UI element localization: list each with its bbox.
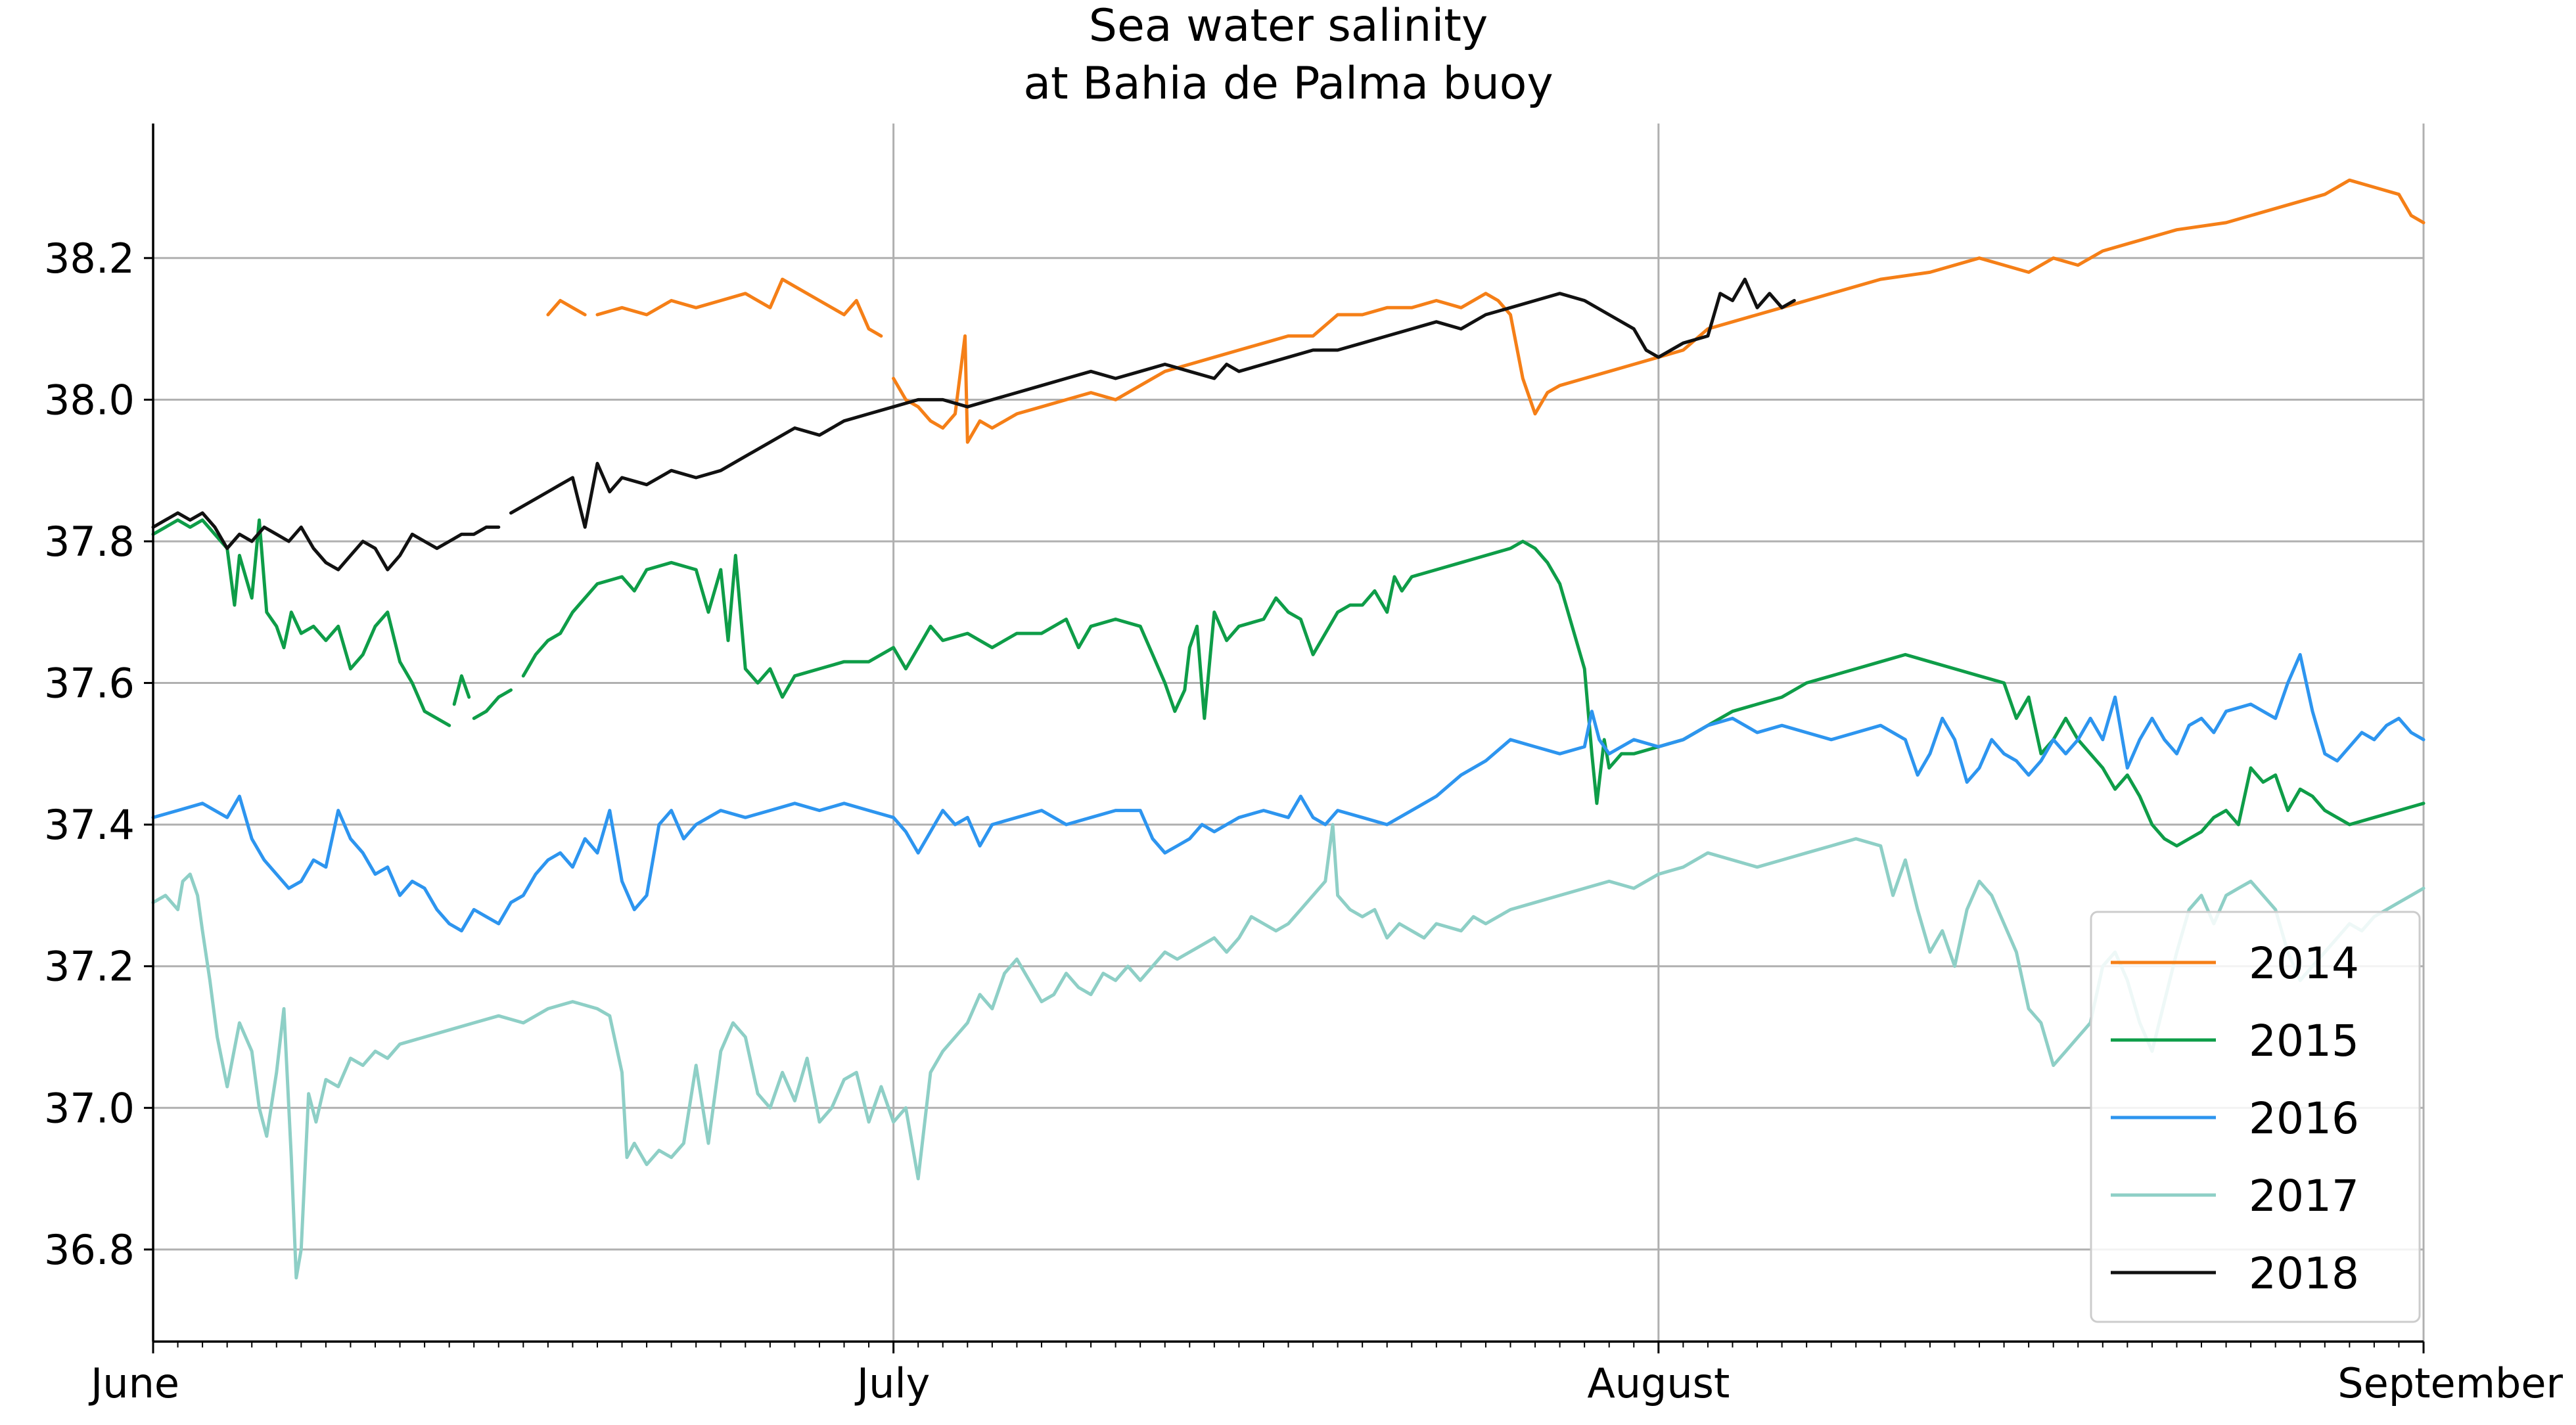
y-tick-label: 37.6 [44,660,135,708]
y-tick-label: 37.0 [44,1084,135,1132]
axes [144,124,2425,1353]
series-line-2015 [521,539,2426,848]
x-tick-label: August [1587,1359,1730,1407]
x-tick-label: June [88,1359,179,1407]
legend-item-2015: 2015 [2111,1016,2359,1066]
series-line-2017 [151,823,2426,1280]
series-2015 [151,518,2426,848]
series-line-2014 [595,277,883,338]
chart-title-line-2: at Bahia de Palma buoy [1023,58,1553,110]
series-line-2015 [452,674,471,706]
chart-title-line-1: Sea water salinity [1089,0,1488,52]
series-line-2015 [151,518,451,727]
legend-label: 2017 [2249,1171,2359,1221]
series-2018 [151,277,1796,572]
series-2014 [546,178,2426,444]
chart-title: Sea water salinity at Bahia de Palma buo… [1023,0,1553,110]
legend-label: 2018 [2249,1248,2359,1299]
data-series [151,178,2426,1280]
y-tick-label: 37.4 [44,801,135,849]
series-line-2018 [509,277,1796,529]
series-2016 [151,652,2426,933]
y-tick-label: 38.2 [44,235,135,283]
legend-item-2017: 2017 [2111,1171,2359,1221]
series-line-2015 [472,688,513,720]
series-2017 [151,823,2426,1280]
grid [153,124,2425,1342]
legend-label: 2016 [2249,1093,2359,1144]
tick-labels: 36.8 37.0 37.2 37.4 37.6 37.8 38.0 38.2 June July… [44,235,2564,1407]
legend: 2014 2015 2016 2017 2018 [2090,911,2421,1323]
y-tick-label: 37.8 [44,518,135,566]
y-tick-label: 38.0 [44,376,135,424]
legend-item-2016: 2016 [2111,1093,2359,1144]
y-tick-label: 36.8 [44,1226,135,1274]
y-tick-label: 37.2 [44,943,135,991]
series-line-2018 [151,511,501,572]
series-line-2014 [546,299,587,317]
legend-item-2018: 2018 [2111,1248,2359,1299]
legend-item-2014: 2014 [2111,938,2359,989]
legend-label: 2014 [2249,938,2359,989]
x-tick-label: September [2337,1359,2563,1407]
series-line-2014 [892,178,2426,444]
series-line-2016 [151,652,2426,933]
x-tick-label: July [854,1359,931,1407]
legend-box [2090,911,2421,1323]
legend-label: 2015 [2249,1016,2359,1066]
